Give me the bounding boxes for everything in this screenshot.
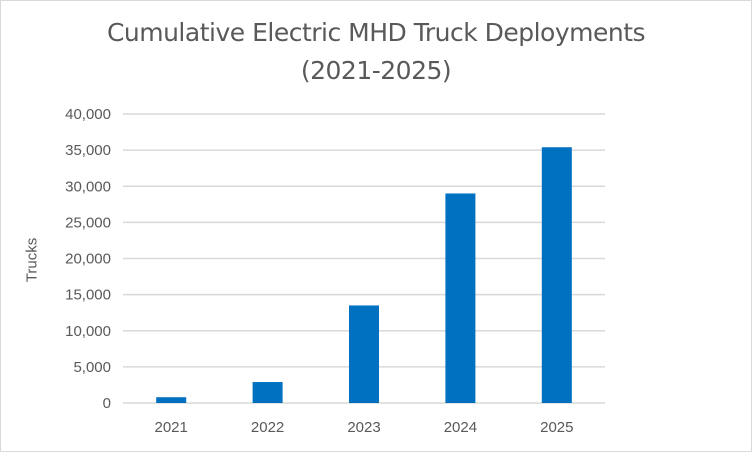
x-tick-label: 2022	[251, 419, 284, 436]
bar-2025	[541, 147, 572, 403]
bar-2022	[252, 382, 283, 403]
x-axis-ticks: 2021 2022 2023 2024 2025	[155, 419, 574, 436]
x-tick-label: 2021	[155, 419, 188, 436]
chart-subtitle: (2021-2025)	[300, 56, 452, 85]
y-tick-label: 25,000	[65, 214, 111, 231]
bar-2023	[349, 305, 379, 403]
y-axis-ticks: 0 5,000 10,000 15,000 20,000 25,000 30,000 35,0…	[65, 106, 111, 412]
x-tick-label: 2025	[540, 419, 573, 436]
y-tick-label: 20,000	[65, 251, 111, 268]
x-tick-label: 2023	[347, 419, 380, 436]
bars	[156, 147, 572, 403]
y-tick-label: 15,000	[65, 287, 111, 304]
y-tick-label: 35,000	[65, 142, 111, 159]
y-tick-label: 40,000	[65, 106, 111, 123]
bar-2021	[156, 397, 187, 403]
y-tick-label: 10,000	[65, 323, 111, 340]
bar-2024	[445, 193, 476, 403]
y-tick-label: 0	[103, 395, 111, 412]
chart-title: Cumulative Electric MHD Truck Deployment…	[106, 18, 646, 47]
x-tick-label: 2024	[444, 419, 477, 436]
y-tick-label: 5,000	[73, 359, 111, 376]
y-tick-label: 30,000	[65, 178, 111, 195]
